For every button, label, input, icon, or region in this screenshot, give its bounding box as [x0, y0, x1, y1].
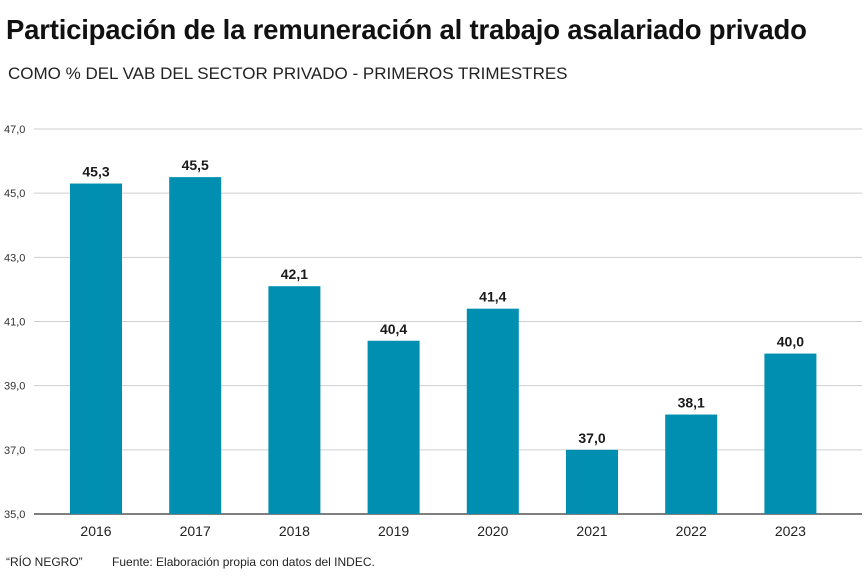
value-label-2018: 42,1: [281, 266, 308, 282]
value-label-2020: 41,4: [479, 289, 506, 305]
value-label-2019: 40,4: [380, 321, 407, 337]
category-label-2020: 2020: [477, 523, 508, 539]
value-label-2022: 38,1: [678, 395, 705, 411]
category-label-2017: 2017: [180, 523, 211, 539]
bar-chart: 35,0 37,0 39,0 41,0 43,0 45,0 47,0 45,3 45,5 42,…: [4, 124, 862, 539]
bar-2022: [665, 414, 718, 514]
y-tick-label: 35,0: [4, 509, 25, 521]
bar-2020: [466, 308, 519, 514]
value-label-2017: 45,5: [182, 157, 209, 173]
source-note: Fuente: Elaboración propia con datos del…: [112, 555, 375, 569]
value-label-2016: 45,3: [82, 164, 109, 180]
bar-2019: [367, 340, 420, 514]
y-tick-label: 45,0: [4, 188, 25, 200]
y-tick-label: 47,0: [4, 124, 25, 136]
chart-subtitle: COMO % DEL VAB DEL SECTOR PRIVADO - PRIM…: [8, 64, 568, 83]
y-tick-label: 43,0: [4, 252, 25, 264]
x-axis-labels: 2016 2017 2018 2019 2020 2021 2022 2023: [80, 523, 806, 539]
value-labels: 45,3 45,5 42,1 40,4 41,4 37,0 38,1 40,0: [82, 157, 804, 446]
category-label-2018: 2018: [279, 523, 310, 539]
category-label-2021: 2021: [576, 523, 607, 539]
y-axis-ticks: 35,0 37,0 39,0 41,0 43,0 45,0 47,0: [4, 124, 25, 521]
y-tick-label: 41,0: [4, 317, 25, 329]
y-tick-label: 39,0: [4, 381, 25, 393]
bar-2023: [764, 353, 817, 514]
chart-title: Participación de la remuneración al trab…: [6, 14, 807, 45]
category-label-2016: 2016: [80, 523, 111, 539]
value-label-2023: 40,0: [777, 334, 804, 350]
bar-2017: [169, 177, 222, 514]
bar-2016: [70, 183, 122, 514]
value-label-2021: 37,0: [578, 430, 605, 446]
bar-2018: [268, 286, 321, 514]
chart-footer: “RÍO NEGRO” Fuente: Elaboración propia c…: [6, 555, 375, 569]
gridlines: [34, 128, 862, 515]
category-label-2023: 2023: [775, 523, 806, 539]
brand-credit: “RÍO NEGRO”: [6, 555, 83, 569]
y-tick-label: 37,0: [4, 445, 25, 457]
bars: [70, 177, 817, 514]
category-label-2022: 2022: [676, 523, 707, 539]
category-label-2019: 2019: [378, 523, 409, 539]
bar-2021: [566, 449, 618, 514]
